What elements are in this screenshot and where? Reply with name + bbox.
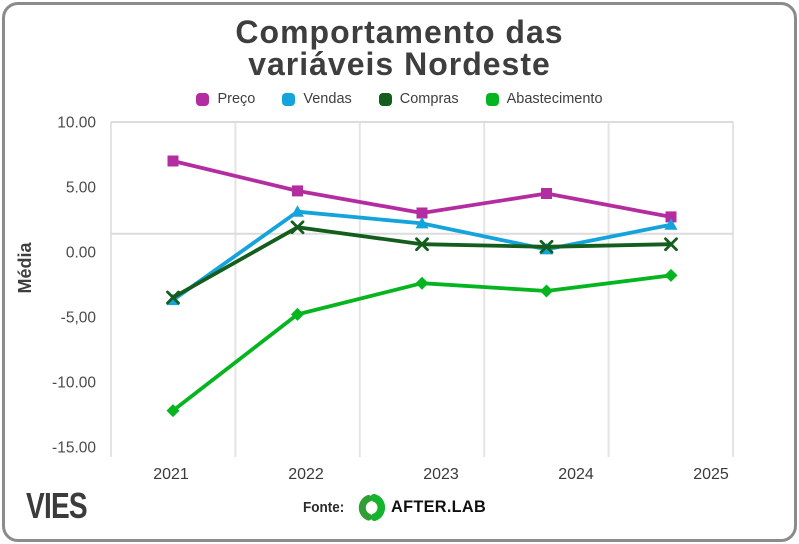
data-marker-preco bbox=[541, 188, 552, 199]
brand-logo: VIES bbox=[26, 485, 88, 526]
data-marker-abastecimento bbox=[166, 404, 180, 418]
y-tick-label: 0.00 bbox=[66, 245, 97, 262]
afterlab-logo-icon bbox=[358, 493, 385, 521]
data-marker-compras bbox=[539, 239, 554, 254]
y-tick-label: 10.00 bbox=[57, 115, 96, 132]
data-marker-compras bbox=[166, 290, 180, 305]
legend: Preço Vendas Compras Abastecimento bbox=[0, 91, 799, 107]
x-tick-label: 2022 bbox=[288, 466, 324, 483]
legend-swatch-abastecimento bbox=[485, 92, 499, 106]
legend-label: Preço bbox=[217, 91, 256, 107]
data-marker-preco bbox=[167, 155, 179, 167]
data-marker-abastecimento bbox=[415, 276, 429, 290]
legend-item-vendas[interactable]: Vendas bbox=[282, 91, 352, 107]
data-marker-abastecimento bbox=[540, 284, 553, 298]
source-label: Fonte: bbox=[303, 498, 345, 516]
afterlab-logo-text: AFTER.LAB bbox=[390, 497, 486, 516]
data-marker-preco bbox=[416, 207, 428, 219]
y-tick-label: -5,00 bbox=[61, 310, 97, 327]
data-marker-vendas bbox=[415, 216, 429, 229]
data-marker-preco bbox=[292, 185, 303, 197]
legend-label: Vendas bbox=[303, 91, 352, 107]
x-tick-label: 2021 bbox=[153, 466, 189, 483]
legend-item-preco[interactable]: Preço bbox=[196, 91, 255, 107]
data-marker-vendas bbox=[291, 205, 304, 217]
legend-label: Abastecimento bbox=[506, 91, 603, 107]
legend-swatch-preco bbox=[196, 92, 210, 106]
y-axis-label: Média bbox=[15, 242, 35, 294]
data-marker-abastecimento bbox=[291, 307, 304, 321]
series-line-abastecimento bbox=[171, 273, 673, 413]
legend-item-abastecimento[interactable]: Abastecimento bbox=[485, 91, 603, 107]
source-row: Fonte: AFTER.LAB bbox=[303, 492, 490, 522]
data-marker-compras bbox=[290, 220, 305, 235]
x-tick-label: 2024 bbox=[558, 466, 594, 483]
data-marker-preco bbox=[665, 211, 677, 223]
chart-title: Comportamento das variáveis Nordeste bbox=[235, 14, 564, 82]
data-marker-compras bbox=[415, 237, 429, 252]
data-marker-vendas bbox=[664, 218, 678, 230]
x-tick-label: 2025 bbox=[693, 466, 729, 483]
legend-item-compras[interactable]: Compras bbox=[378, 91, 459, 107]
legend-label: Compras bbox=[399, 91, 459, 107]
data-marker-compras bbox=[664, 237, 678, 252]
y-tick-label: 5.00 bbox=[66, 180, 97, 197]
y-tick-label: -10.00 bbox=[52, 375, 96, 392]
legend-swatch-vendas bbox=[282, 92, 296, 106]
y-tick-label: -15.00 bbox=[52, 440, 96, 457]
data-marker-abastecimento bbox=[664, 268, 678, 282]
legend-swatch-compras bbox=[378, 92, 392, 106]
x-tick-label: 2023 bbox=[423, 466, 459, 483]
